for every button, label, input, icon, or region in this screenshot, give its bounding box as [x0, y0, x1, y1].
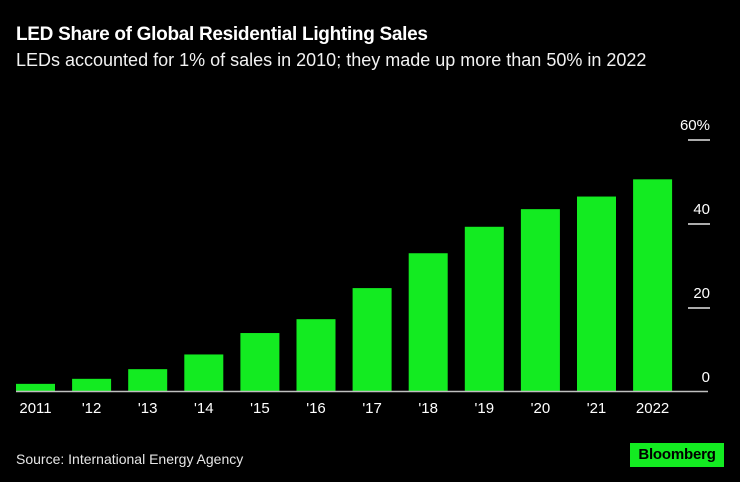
x-tick-label: '16 [306, 400, 326, 417]
chart-subtitle: LEDs accounted for 1% of sales in 2010; … [16, 50, 647, 70]
bar-13 [128, 369, 168, 391]
bar-21 [577, 196, 616, 391]
bar-15 [240, 333, 280, 391]
bar-20 [520, 209, 560, 391]
x-tick-label: 2011 [19, 400, 51, 417]
y-tick-label: 0 [702, 369, 710, 386]
x-tick-label: '15 [250, 400, 270, 417]
bar-2022 [633, 179, 673, 391]
source-note: Source: International Energy Agency [16, 451, 244, 467]
bar-17 [352, 288, 392, 391]
bar-2011 [16, 383, 55, 391]
bloomberg-logo: Bloomberg [630, 443, 724, 467]
bar-12 [72, 378, 112, 391]
x-axis: 2011 '12 '13 '14 '15 '16 '17 '18 '19 '20 '21 2022 [19, 400, 669, 417]
bar-18 [408, 253, 448, 391]
y-tick-label: 60% [680, 117, 710, 134]
x-tick-label: '14 [194, 400, 214, 417]
x-tick-label: '17 [362, 400, 382, 417]
bars-group [16, 179, 673, 391]
x-tick-label: 2022 [636, 400, 669, 417]
y-tick-label: 40 [693, 201, 710, 218]
bar-19 [464, 226, 504, 391]
bar-14 [184, 354, 224, 391]
x-tick-label: '21 [587, 400, 607, 417]
x-tick-label: '20 [531, 400, 551, 417]
x-tick-label: '18 [418, 400, 438, 417]
x-tick-label: '12 [82, 400, 102, 417]
x-tick-label: '19 [475, 400, 495, 417]
chart-title: LED Share of Global Residential Lighting… [16, 24, 428, 45]
y-axis: 0 20 40 60% [680, 117, 710, 386]
y-tick-label: 20 [693, 285, 710, 302]
x-tick-label: '13 [138, 400, 158, 417]
bar-16 [296, 319, 336, 391]
